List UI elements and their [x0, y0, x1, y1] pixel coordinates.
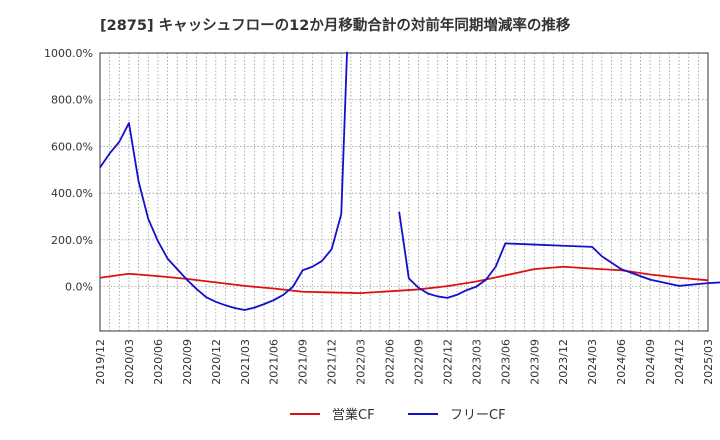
x-tick-label: 2020/12 [210, 339, 223, 385]
x-tick-label: 2020/06 [152, 339, 165, 385]
x-tick-label: 2021/09 [297, 339, 310, 385]
y-tick-label: 200.0% [51, 234, 93, 247]
y-tick-label: 400.0% [51, 187, 93, 200]
y-tick-label: 1000.0% [44, 47, 93, 60]
x-tick-label: 2025/03 [702, 339, 715, 385]
axes-frame [99, 52, 709, 332]
tick-labels: 0.0% 200.0% 400.0% 600.0% 800.0% 1000.0% 2019/… [44, 47, 715, 385]
plot-area [100, 53, 708, 331]
x-tick-label: 2023/12 [557, 339, 570, 385]
legend-label: 営業CF [332, 407, 375, 423]
x-tick-label: 2024/12 [673, 339, 686, 385]
x-tick-label: 2022/03 [355, 339, 368, 385]
x-tick-label: 2022/06 [384, 339, 397, 385]
grid [100, 52, 708, 331]
legend: 営業CF フリーCF [290, 407, 506, 423]
x-tick-label: 2023/06 [499, 339, 512, 385]
x-tick-label: 2024/06 [615, 339, 628, 385]
x-tick-label: 2023/09 [528, 339, 541, 385]
legend-label: フリーCF [450, 408, 506, 423]
x-tick-label: 2024/03 [586, 339, 599, 385]
x-tick-label: 2022/12 [441, 339, 454, 385]
x-tick-label: 2023/03 [470, 339, 483, 385]
x-tick-label: 2019/12 [94, 339, 107, 385]
y-tick-label: 0.0% [65, 281, 93, 294]
series-line-operating-cf [99, 265, 709, 295]
x-tick-label: 2022/09 [412, 339, 425, 385]
x-tick-label: 2020/09 [181, 339, 194, 385]
y-tick-label: 800.0% [51, 94, 93, 107]
x-tick-label: 2020/03 [123, 339, 136, 385]
x-tick-label: 2021/12 [326, 339, 339, 385]
x-tick-label: 2021/03 [239, 339, 252, 385]
series [99, 51, 720, 311]
x-tick-label: 2021/06 [268, 339, 281, 385]
y-tick-label: 600.0% [51, 140, 93, 153]
x-tick-label: 2024/09 [644, 339, 657, 385]
chart-title: [2875] キャッシュフローの12か月移動合計の対前年同期増減率の推移 [100, 18, 571, 34]
series-line-free-cf [99, 51, 720, 311]
axes [99, 52, 709, 332]
